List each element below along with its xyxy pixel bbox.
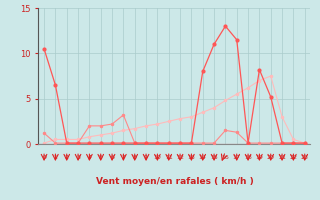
X-axis label: Vent moyen/en rafales ( km/h ): Vent moyen/en rafales ( km/h ) bbox=[96, 177, 253, 186]
